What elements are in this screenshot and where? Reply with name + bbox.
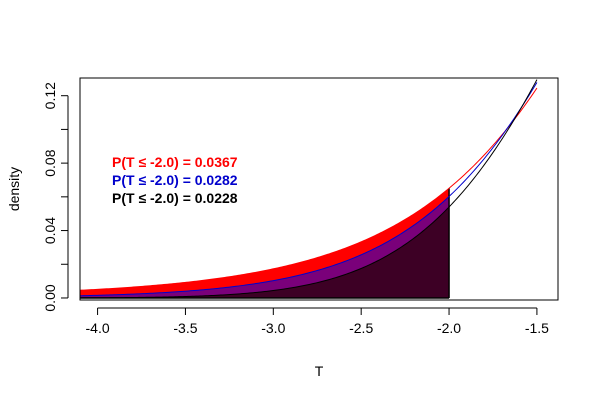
x-tick-label: -3.5 bbox=[173, 320, 197, 336]
annotation-red: P(T ≤ -2.0) = 0.0367 bbox=[112, 154, 238, 170]
y-tick-label: 0.08 bbox=[42, 149, 58, 176]
y-tick-label: 0.00 bbox=[42, 284, 58, 311]
y-tick-label: 0.04 bbox=[42, 217, 58, 244]
x-tick-label: -3.0 bbox=[261, 320, 285, 336]
plot-frame bbox=[79, 77, 559, 301]
x-axis: -4.0 -3.5 -3.0 -2.5 -2.0 -1.5 bbox=[86, 307, 549, 336]
x-tick-label: -2.5 bbox=[349, 320, 373, 336]
x-tick-label: -2.0 bbox=[437, 320, 461, 336]
density-curves bbox=[79, 79, 538, 299]
shaded-area-2 bbox=[80, 206, 450, 298]
density-curve-2 bbox=[79, 79, 538, 299]
y-axis-title: density bbox=[6, 167, 22, 211]
x-tick-label: -4.0 bbox=[86, 320, 110, 336]
x-axis-title: T bbox=[315, 363, 324, 379]
density-curve-0 bbox=[79, 87, 538, 291]
y-tick-label: 0.12 bbox=[42, 82, 58, 109]
x-tick-label: -1.5 bbox=[525, 320, 549, 336]
y-axis: 0.00 0.04 0.08 0.12 bbox=[42, 82, 69, 312]
annotation-black: P(T ≤ -2.0) = 0.0228 bbox=[112, 190, 238, 206]
density-curve-1 bbox=[79, 82, 538, 297]
annotation-blue: P(T ≤ -2.0) = 0.0282 bbox=[112, 172, 238, 188]
